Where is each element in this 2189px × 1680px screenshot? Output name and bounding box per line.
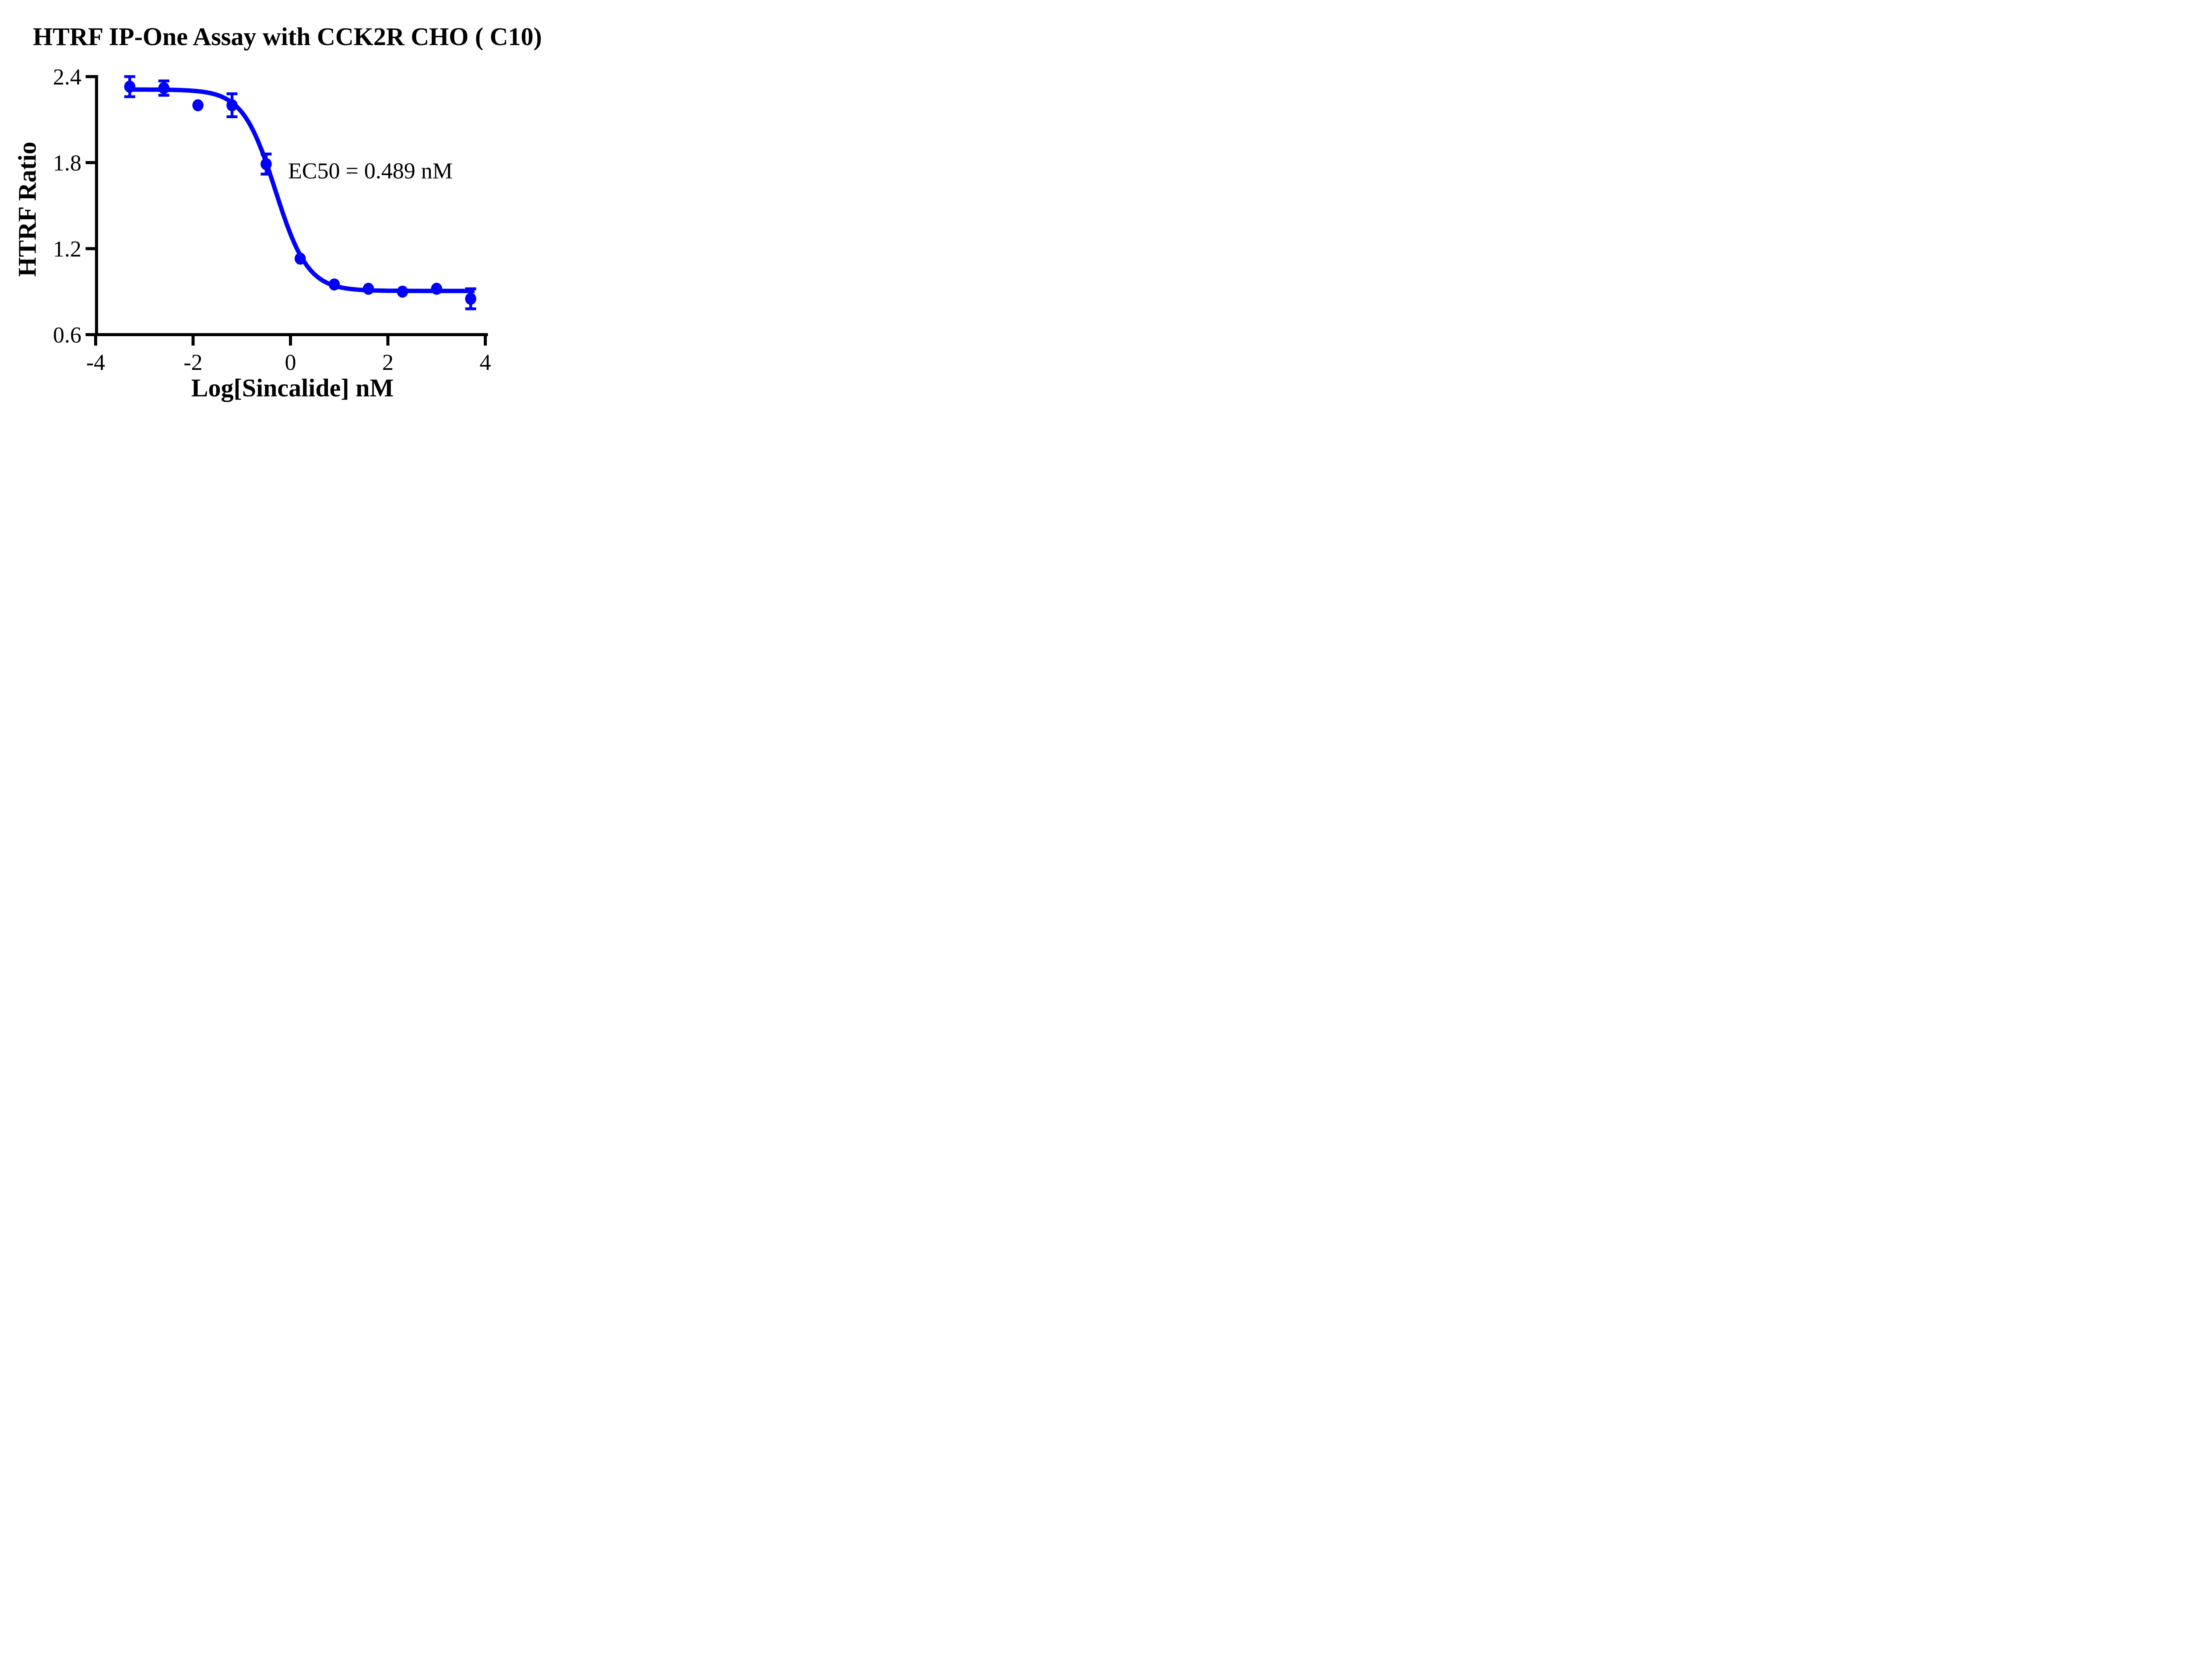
data-point bbox=[294, 253, 306, 265]
plot-area: -4 -2 0 2 4 0.6 1.2 1.8 2.4 bbox=[53, 65, 491, 375]
chart-figure: HTRF IP-One Assay with CCK2R CHO ( C10) … bbox=[0, 0, 575, 420]
data-point bbox=[158, 82, 170, 94]
data-point bbox=[124, 81, 136, 93]
y-tick-label: 0.6 bbox=[53, 323, 81, 348]
x-tick-label: 4 bbox=[480, 350, 491, 375]
data-point bbox=[465, 292, 476, 305]
y-tick-label: 2.4 bbox=[53, 65, 81, 90]
y-tick-label: 1.2 bbox=[53, 237, 81, 262]
x-tick-label: -4 bbox=[86, 350, 105, 375]
y-tick-label: 1.8 bbox=[53, 151, 81, 176]
data-point bbox=[226, 99, 238, 112]
data-point bbox=[260, 158, 272, 170]
data-point bbox=[362, 282, 374, 295]
x-tick-label: 2 bbox=[382, 350, 394, 375]
chart-title: HTRF IP-One Assay with CCK2R CHO ( C10) bbox=[33, 22, 542, 51]
data-point bbox=[431, 282, 443, 295]
data-point bbox=[328, 278, 340, 291]
data-point bbox=[192, 99, 204, 112]
ec50-annotation: EC50 = 0.489 nM bbox=[288, 158, 453, 184]
x-tick-label: 0 bbox=[285, 350, 296, 375]
x-tick-label: -2 bbox=[183, 350, 202, 375]
x-axis-label: Log[Sincalide] nM bbox=[191, 373, 394, 402]
data-point bbox=[397, 285, 408, 298]
